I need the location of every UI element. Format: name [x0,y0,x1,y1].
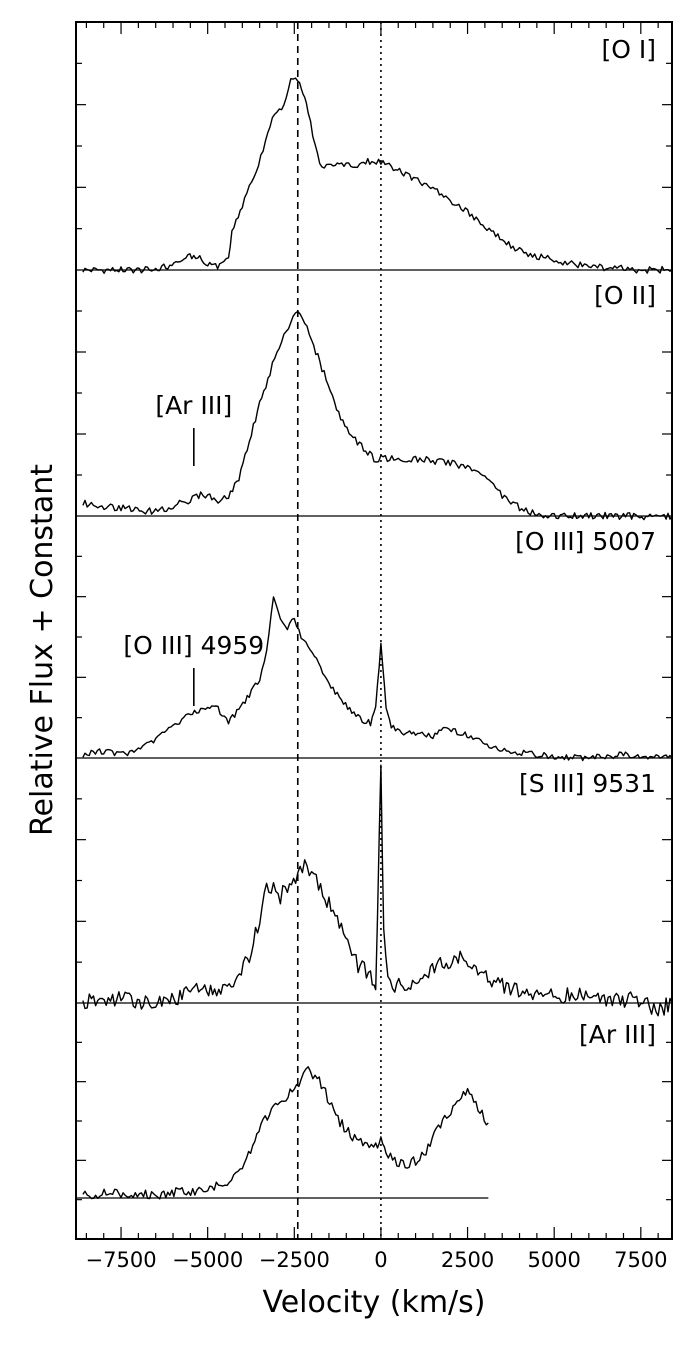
x-tick-label: 0 [374,1248,387,1272]
annotation-label: [O III] 4959 [123,631,264,660]
x-tick-label: −5000 [172,1248,243,1272]
y-axis-label: Relative Flux + Constant [25,464,60,836]
x-tick-label: 2500 [441,1248,494,1272]
series-line [82,1066,489,1200]
panel-label: [O III] 5007 [515,527,656,556]
x-tick-label: −2500 [259,1248,330,1272]
series-line [82,77,673,274]
panel-label: [O I] [601,35,656,64]
x-tick-label: 5000 [527,1248,580,1272]
panel-label: [S III] 9531 [519,769,656,798]
annotation-label: [Ar III] [155,391,232,420]
x-tick-label: 7500 [614,1248,667,1272]
x-axis-label: Velocity (km/s) [263,1285,486,1320]
plot-frame [75,21,673,1240]
series-line [82,596,673,762]
panel-label: [Ar III] [579,1020,656,1049]
plot-area: −7500 −5000 −2500 0 2500 5000 7500 [O I] [O II] [… [75,21,673,1272]
series-line [82,764,673,1017]
series-line [82,310,673,521]
x-tick-label: −7500 [86,1248,157,1272]
panel-label: [O II] [594,281,656,310]
